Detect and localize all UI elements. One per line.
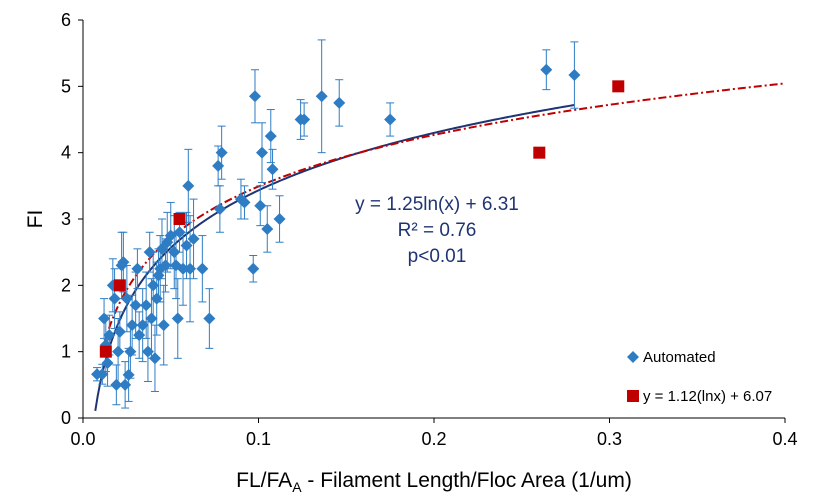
x-tick-label: 0.1 — [246, 429, 271, 449]
data-point — [98, 312, 111, 325]
data-point — [173, 226, 186, 239]
data-point — [122, 368, 135, 381]
data-point — [124, 345, 137, 358]
data-point — [99, 345, 112, 358]
data-point — [103, 329, 116, 342]
legend: Automated y = 1.12(lnx) + 6.07 — [627, 349, 772, 405]
data-point — [266, 163, 279, 176]
data-point — [187, 232, 200, 245]
data-point — [140, 299, 153, 312]
data-point — [612, 80, 625, 93]
data-point — [113, 279, 126, 292]
data-point — [298, 113, 311, 126]
data-point — [180, 239, 193, 252]
data-point — [540, 63, 553, 76]
y-tick-label: 0 — [61, 408, 71, 428]
data-point — [333, 96, 346, 109]
data-point — [150, 292, 163, 305]
data-point — [141, 345, 154, 358]
y-axis-label: FI — [24, 210, 47, 229]
annotation: R² = 0.76 — [398, 220, 477, 241]
x-tick-label: 0.4 — [772, 429, 797, 449]
legend-label: Automated — [643, 349, 716, 366]
data-point — [264, 130, 277, 143]
data-point — [119, 378, 132, 391]
data-point — [148, 352, 161, 365]
data-point — [96, 368, 109, 381]
data-point — [147, 279, 160, 292]
data-point — [129, 299, 142, 312]
data-point — [171, 312, 184, 325]
x-tick-label: 0.2 — [421, 429, 446, 449]
data-point — [533, 146, 546, 159]
data-point — [568, 69, 581, 82]
data-point — [131, 262, 144, 275]
annotation: y = 1.25ln(x) + 6.31 — [355, 194, 519, 215]
data-point — [196, 262, 209, 275]
data-point — [110, 378, 123, 391]
data-point — [215, 146, 228, 159]
data-point — [108, 292, 121, 305]
data-point — [173, 213, 186, 225]
legend-marker — [627, 351, 639, 363]
data-point — [120, 292, 133, 305]
data-point — [177, 262, 190, 275]
data-point — [254, 199, 267, 212]
data-point — [136, 319, 149, 332]
data-point — [145, 312, 158, 325]
data-point — [184, 262, 197, 275]
data-point — [248, 90, 261, 103]
data-point — [213, 203, 226, 216]
x-label-rest: - Filament Length/Floc Area (1/um) — [302, 469, 632, 492]
data-point — [159, 259, 172, 272]
data-point — [112, 345, 125, 358]
data-point — [203, 312, 216, 325]
data-point — [143, 246, 156, 259]
data-point — [126, 319, 139, 332]
y-tick-label: 1 — [61, 342, 71, 362]
y-tick-label: 6 — [61, 10, 71, 30]
y-tick-label: 4 — [61, 143, 71, 163]
legend-marker — [627, 390, 639, 402]
data-point — [261, 222, 274, 235]
data-point — [182, 179, 195, 192]
data-point — [133, 329, 146, 342]
data-point — [113, 325, 126, 338]
data-point — [101, 356, 114, 369]
data-point — [168, 246, 181, 259]
x-label-main: FL/FA — [236, 469, 292, 492]
data-point — [238, 196, 251, 209]
data-point — [273, 213, 286, 225]
y-tick-label: 3 — [61, 209, 71, 229]
data-point — [157, 319, 170, 332]
data-point — [164, 229, 177, 242]
data-point — [117, 256, 130, 269]
data-point — [256, 146, 269, 159]
data-point — [212, 159, 225, 172]
annotation: p<0.01 — [408, 246, 467, 267]
legend-label: y = 1.12(lnx) + 6.07 — [643, 388, 772, 405]
y-tick-label: 5 — [61, 76, 71, 96]
x-tick-label: 0.3 — [597, 429, 622, 449]
data-point — [315, 90, 328, 103]
y-tick-label: 2 — [61, 275, 71, 295]
marks — [91, 39, 625, 409]
data-point — [384, 113, 397, 126]
data-point — [247, 262, 260, 275]
x-label-sub: A — [292, 479, 302, 495]
x-axis-label: FL/FAA - Filament Length/Floc Area (1/um… — [236, 469, 632, 495]
x-tick-label: 0.0 — [70, 429, 95, 449]
